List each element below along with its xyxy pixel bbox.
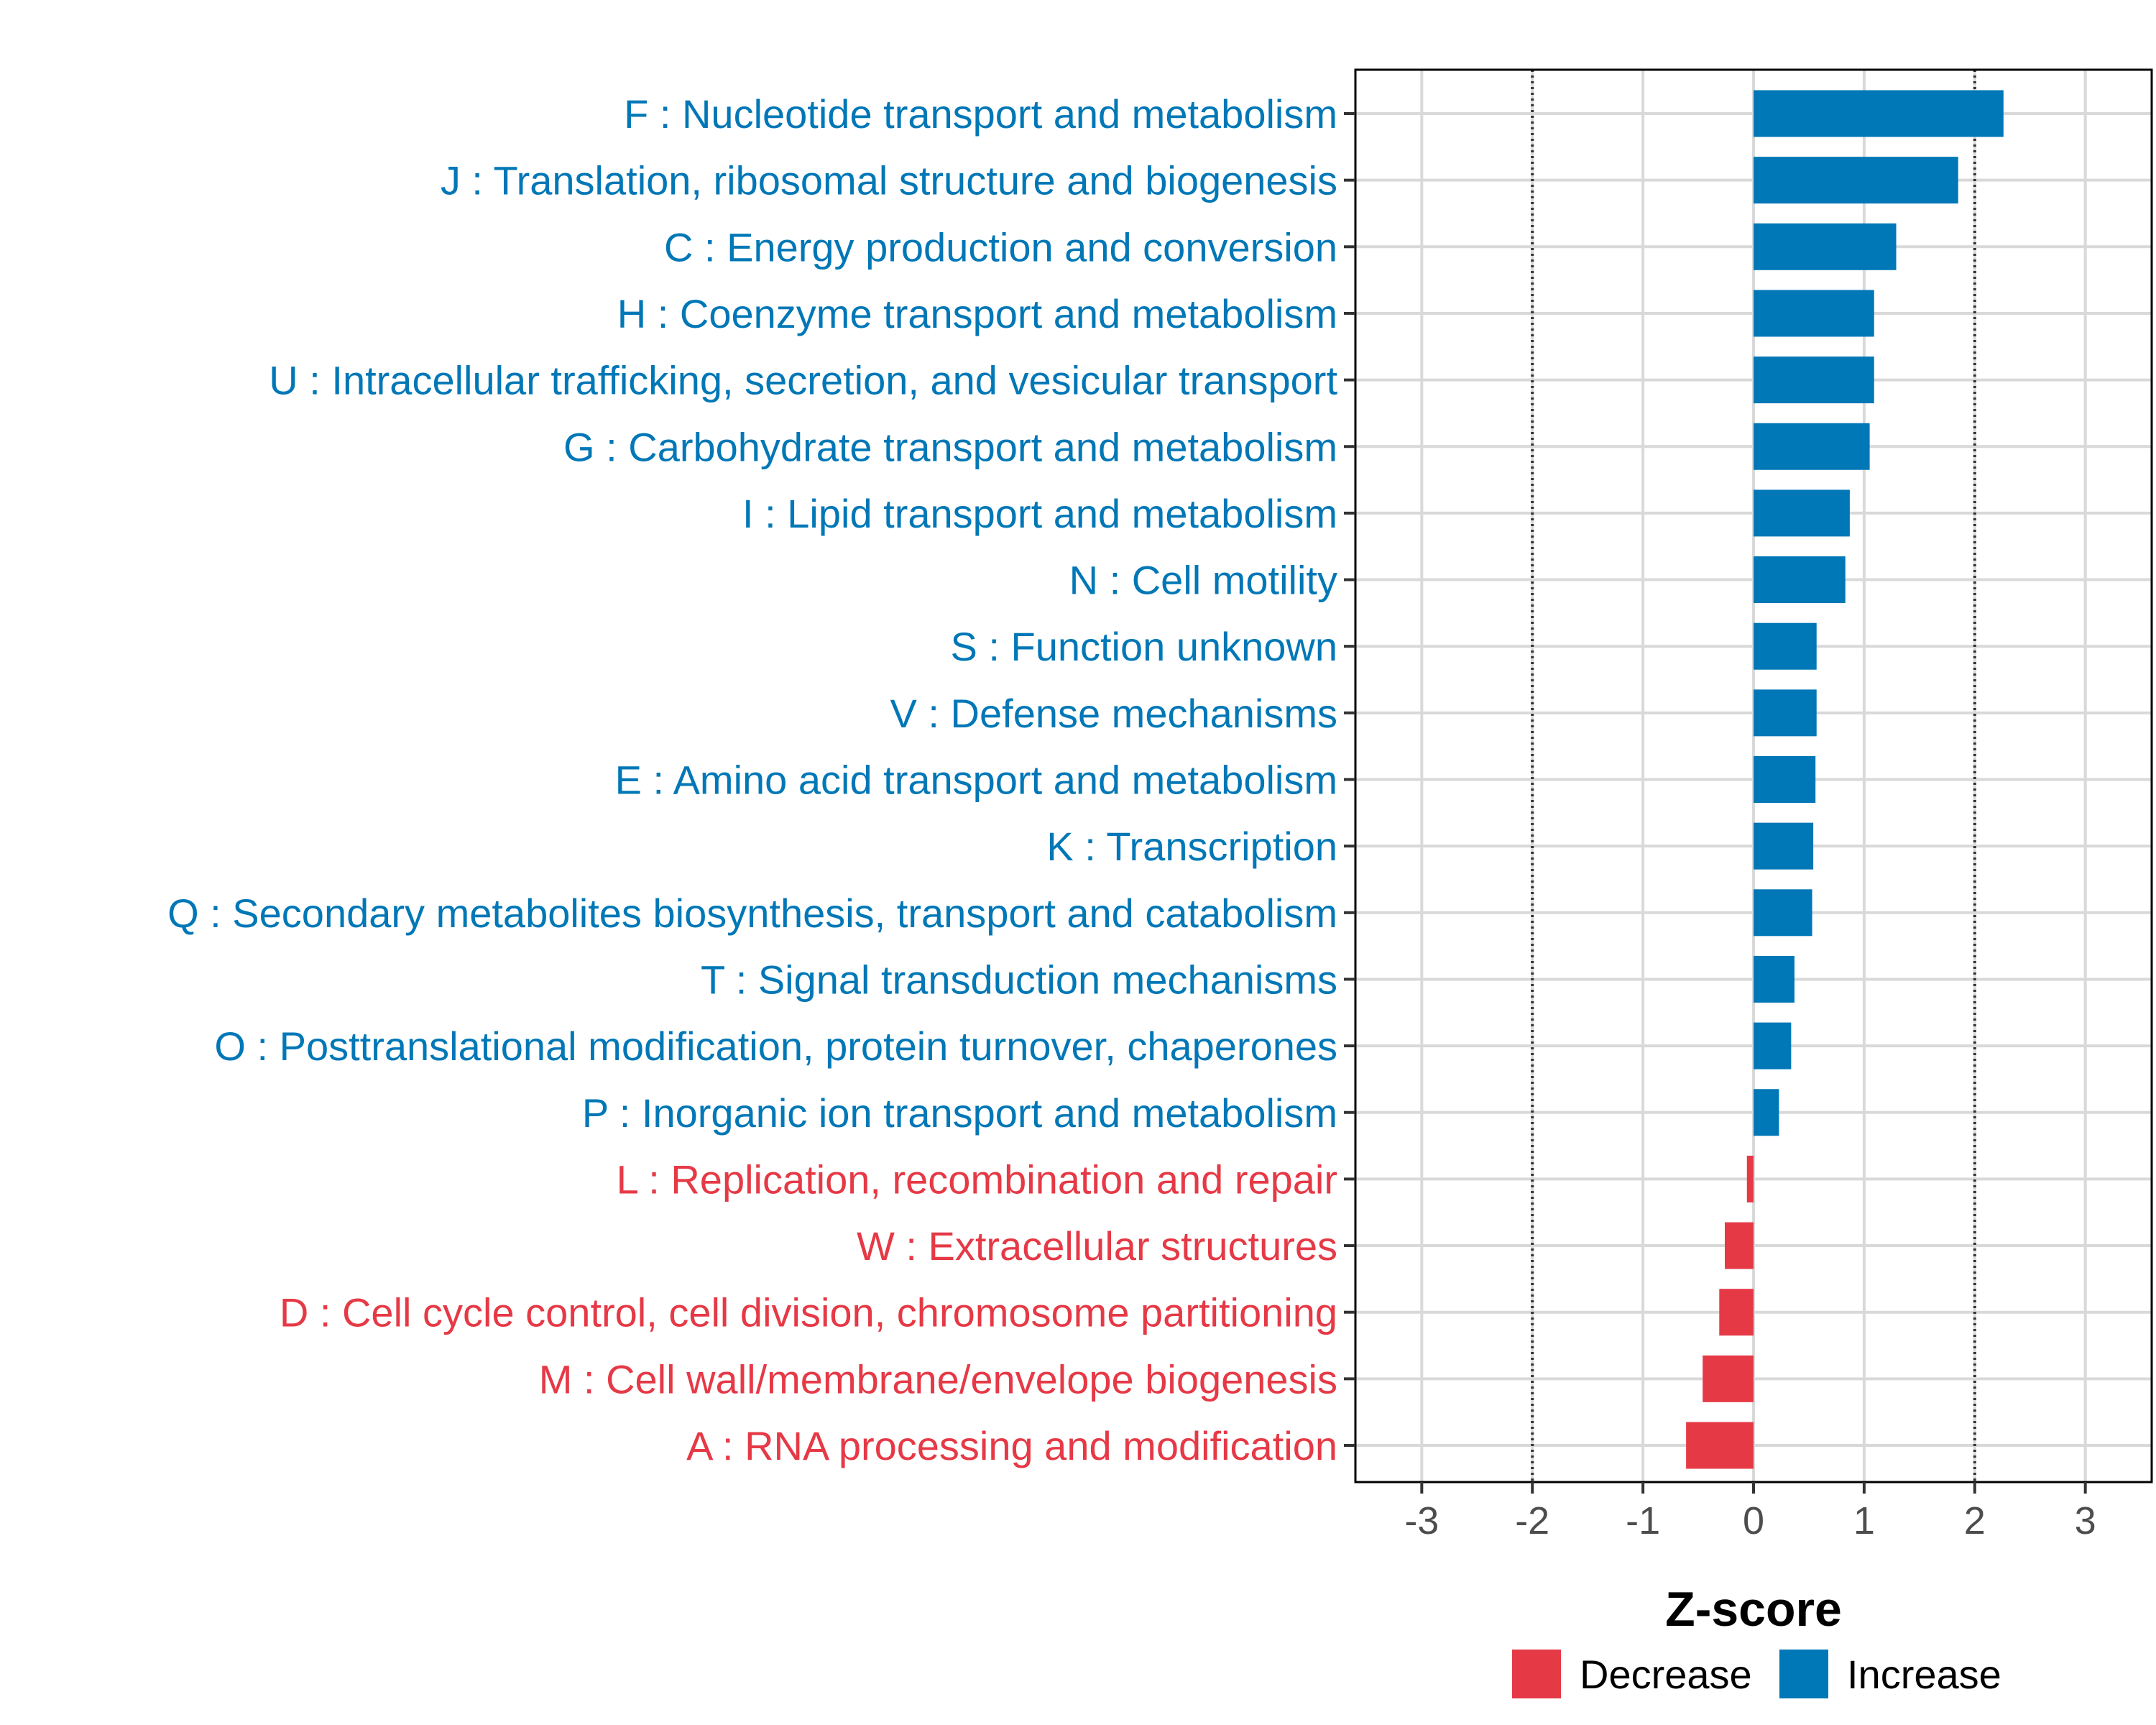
bar-8 [1754, 622, 1817, 670]
x-axis-title: Z-score [1665, 1582, 1842, 1637]
bar-3 [1754, 290, 1874, 337]
category-label-19: M : Cell wall/membrane/envelope biogenes… [539, 1356, 1337, 1402]
x-tick-label-5: 2 [1964, 1499, 1986, 1542]
bar-0 [1754, 90, 2004, 137]
bars [1686, 90, 2004, 1469]
category-label-7: N : Cell motility [1069, 558, 1337, 603]
bar-13 [1754, 955, 1795, 1003]
bar-6 [1754, 489, 1850, 537]
bar-4 [1754, 356, 1874, 404]
category-label-6: I : Lipid transport and metabolism [742, 491, 1337, 536]
bar-2 [1754, 223, 1897, 270]
category-label-15: P : Inorganic ion transport and metaboli… [582, 1090, 1337, 1136]
legend-label-decrease: Decrease [1580, 1652, 1752, 1697]
x-tick-label-2: -1 [1626, 1499, 1660, 1542]
legend-swatch-decrease [1512, 1650, 1561, 1698]
bar-1 [1754, 157, 1958, 204]
bar-14 [1754, 1022, 1792, 1070]
category-label-11: K : Transcription [1046, 824, 1337, 869]
category-label-16: L : Replication, recombination and repai… [617, 1156, 1337, 1202]
legend: Decrease Increase [1512, 1650, 2001, 1698]
bar-5 [1754, 423, 1870, 470]
category-label-18: D : Cell cycle control, cell division, c… [280, 1290, 1337, 1335]
x-tick-label-4: 1 [1853, 1499, 1875, 1542]
bar-17 [1724, 1222, 1754, 1269]
legend-swatch-increase [1779, 1650, 1828, 1698]
category-label-20: A : RNA processing and modification [686, 1423, 1337, 1468]
category-label-2: C : Energy production and conversion [664, 224, 1337, 270]
category-label-8: S : Function unknown [950, 624, 1337, 669]
bar-11 [1754, 822, 1814, 870]
legend-label-increase: Increase [1847, 1652, 2001, 1697]
category-label-17: W : Extracellular structures [857, 1223, 1337, 1269]
bar-10 [1754, 756, 1816, 803]
x-axis-ticks: -3 -2 -1 0 1 2 3 [1404, 1482, 2096, 1542]
bar-19 [1703, 1355, 1754, 1402]
x-tick-label-6: 3 [2075, 1499, 2096, 1542]
category-label-3: H : Coenzyme transport and metabolism [617, 291, 1337, 336]
x-tick-label-0: -3 [1404, 1499, 1439, 1542]
category-label-0: F : Nucleotide transport and metabolism [624, 91, 1337, 137]
bar-20 [1686, 1422, 1754, 1469]
category-label-4: U : Intracellular trafficking, secretion… [269, 358, 1337, 403]
category-label-10: E : Amino acid transport and metabolism [615, 758, 1337, 803]
bar-12 [1754, 889, 1812, 937]
bar-16 [1746, 1155, 1754, 1202]
y-axis-ticks: F : Nucleotide transport and metabolism J… [167, 91, 1355, 1468]
category-label-13: T : Signal transduction mechanisms [701, 957, 1337, 1002]
x-tick-label-1: -2 [1515, 1499, 1549, 1542]
category-label-1: J : Translation, ribosomal structure and… [441, 158, 1337, 203]
bar-18 [1719, 1289, 1754, 1336]
category-label-9: V : Defense mechanisms [890, 691, 1337, 736]
bar-7 [1754, 556, 1846, 604]
x-tick-label-3: 0 [1743, 1499, 1764, 1542]
category-label-5: G : Carbohydrate transport and metabolis… [563, 424, 1337, 469]
bar-9 [1754, 689, 1817, 737]
category-label-14: O : Posttranslational modification, prot… [214, 1024, 1337, 1069]
category-label-12: Q : Secondary metabolites biosynthesis, … [167, 891, 1337, 936]
bar-15 [1754, 1089, 1779, 1136]
